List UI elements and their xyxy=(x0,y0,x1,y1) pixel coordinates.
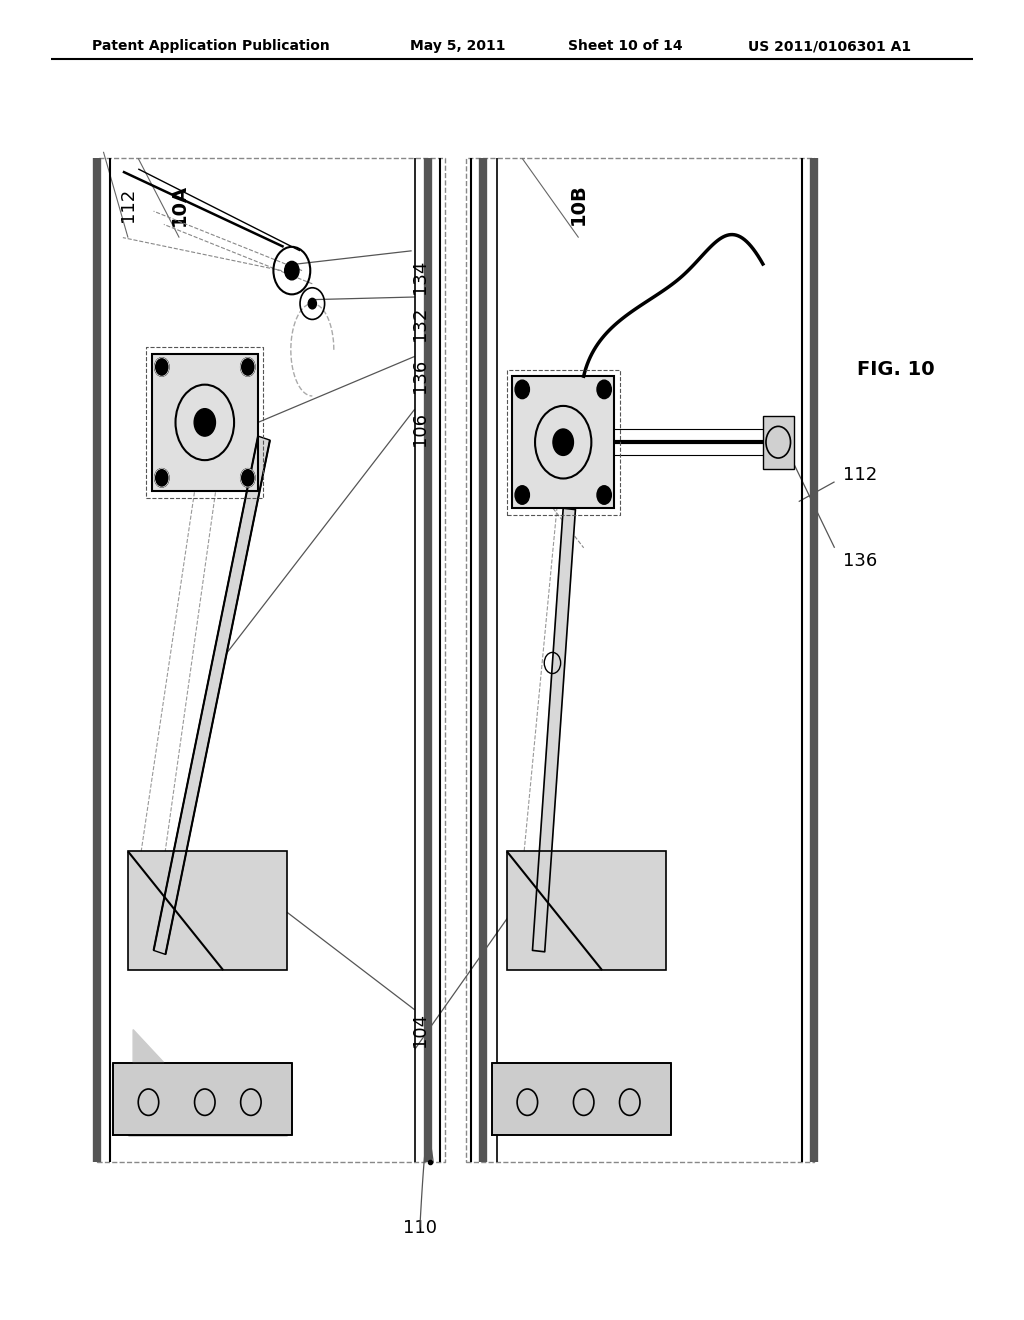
Text: 134: 134 xyxy=(411,260,429,294)
Text: May 5, 2011: May 5, 2011 xyxy=(410,40,505,53)
Circle shape xyxy=(241,358,255,376)
Circle shape xyxy=(285,261,299,280)
Text: 106: 106 xyxy=(411,412,429,446)
Text: 10A: 10A xyxy=(170,183,188,226)
Circle shape xyxy=(155,358,169,376)
Text: 136: 136 xyxy=(411,359,429,393)
Circle shape xyxy=(597,380,611,399)
Text: 10B: 10B xyxy=(569,183,588,226)
Circle shape xyxy=(597,486,611,504)
Text: 136: 136 xyxy=(843,552,878,570)
Text: 104: 104 xyxy=(411,1012,429,1047)
Bar xyxy=(492,1063,671,1135)
Circle shape xyxy=(195,409,215,436)
Bar xyxy=(152,354,258,491)
Text: 112: 112 xyxy=(843,466,878,484)
Circle shape xyxy=(155,469,169,487)
Text: Sheet 10 of 14: Sheet 10 of 14 xyxy=(568,40,683,53)
Text: 132: 132 xyxy=(411,306,429,341)
Bar xyxy=(128,851,287,970)
Bar xyxy=(763,416,794,469)
Text: 110: 110 xyxy=(402,1218,437,1237)
Circle shape xyxy=(515,380,529,399)
Text: 112: 112 xyxy=(119,187,137,222)
Circle shape xyxy=(515,486,529,504)
Bar xyxy=(128,1096,287,1135)
Text: Patent Application Publication: Patent Application Publication xyxy=(92,40,330,53)
Polygon shape xyxy=(154,436,270,954)
Bar xyxy=(512,376,614,508)
Bar xyxy=(507,851,666,970)
Circle shape xyxy=(553,429,573,455)
Polygon shape xyxy=(133,1030,164,1063)
Bar xyxy=(113,1063,292,1135)
Text: US 2011/0106301 A1: US 2011/0106301 A1 xyxy=(748,40,910,53)
Circle shape xyxy=(308,298,316,309)
Circle shape xyxy=(241,469,255,487)
Polygon shape xyxy=(532,508,575,952)
Text: FIG. 10: FIG. 10 xyxy=(857,360,935,379)
